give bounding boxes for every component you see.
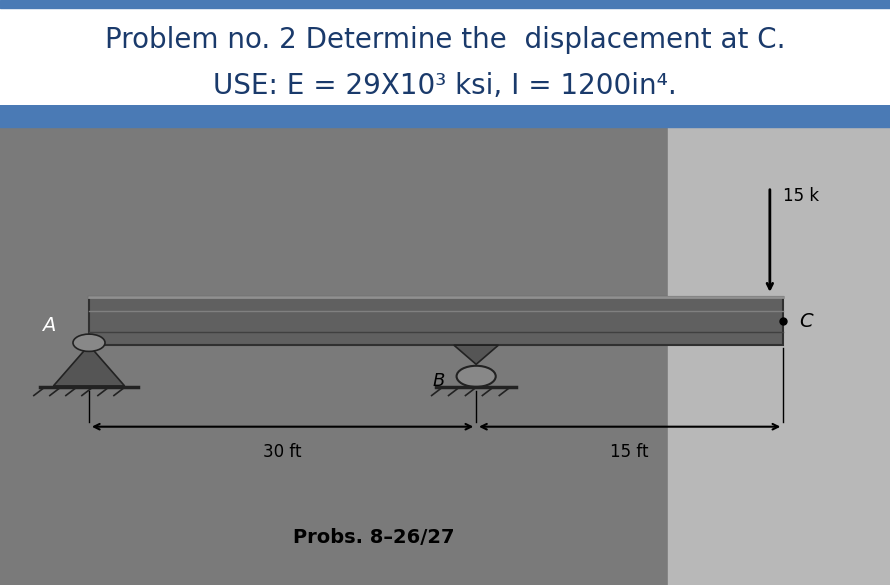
Text: C: C [799, 312, 813, 331]
Text: A: A [42, 316, 56, 335]
Text: Problem no. 2 Determine the  displacement at C.: Problem no. 2 Determine the displacement… [105, 26, 785, 54]
Circle shape [73, 334, 105, 352]
Polygon shape [454, 345, 498, 364]
Text: 30 ft: 30 ft [263, 443, 302, 462]
Bar [0, 105, 890, 127]
Text: B: B [433, 372, 445, 390]
Text: 15 k: 15 k [783, 187, 820, 205]
Bar [89, 297, 783, 345]
Text: 15 ft: 15 ft [611, 443, 649, 462]
Polygon shape [53, 345, 125, 386]
Text: USE: E = 29X10³ ksi, I = 1200in⁴.: USE: E = 29X10³ ksi, I = 1200in⁴. [213, 73, 677, 101]
Text: Probs. 8–26/27: Probs. 8–26/27 [293, 528, 455, 546]
Bar [0, 105, 668, 585]
Bar [0, 0, 890, 8]
Bar [668, 105, 890, 585]
Circle shape [457, 366, 496, 387]
